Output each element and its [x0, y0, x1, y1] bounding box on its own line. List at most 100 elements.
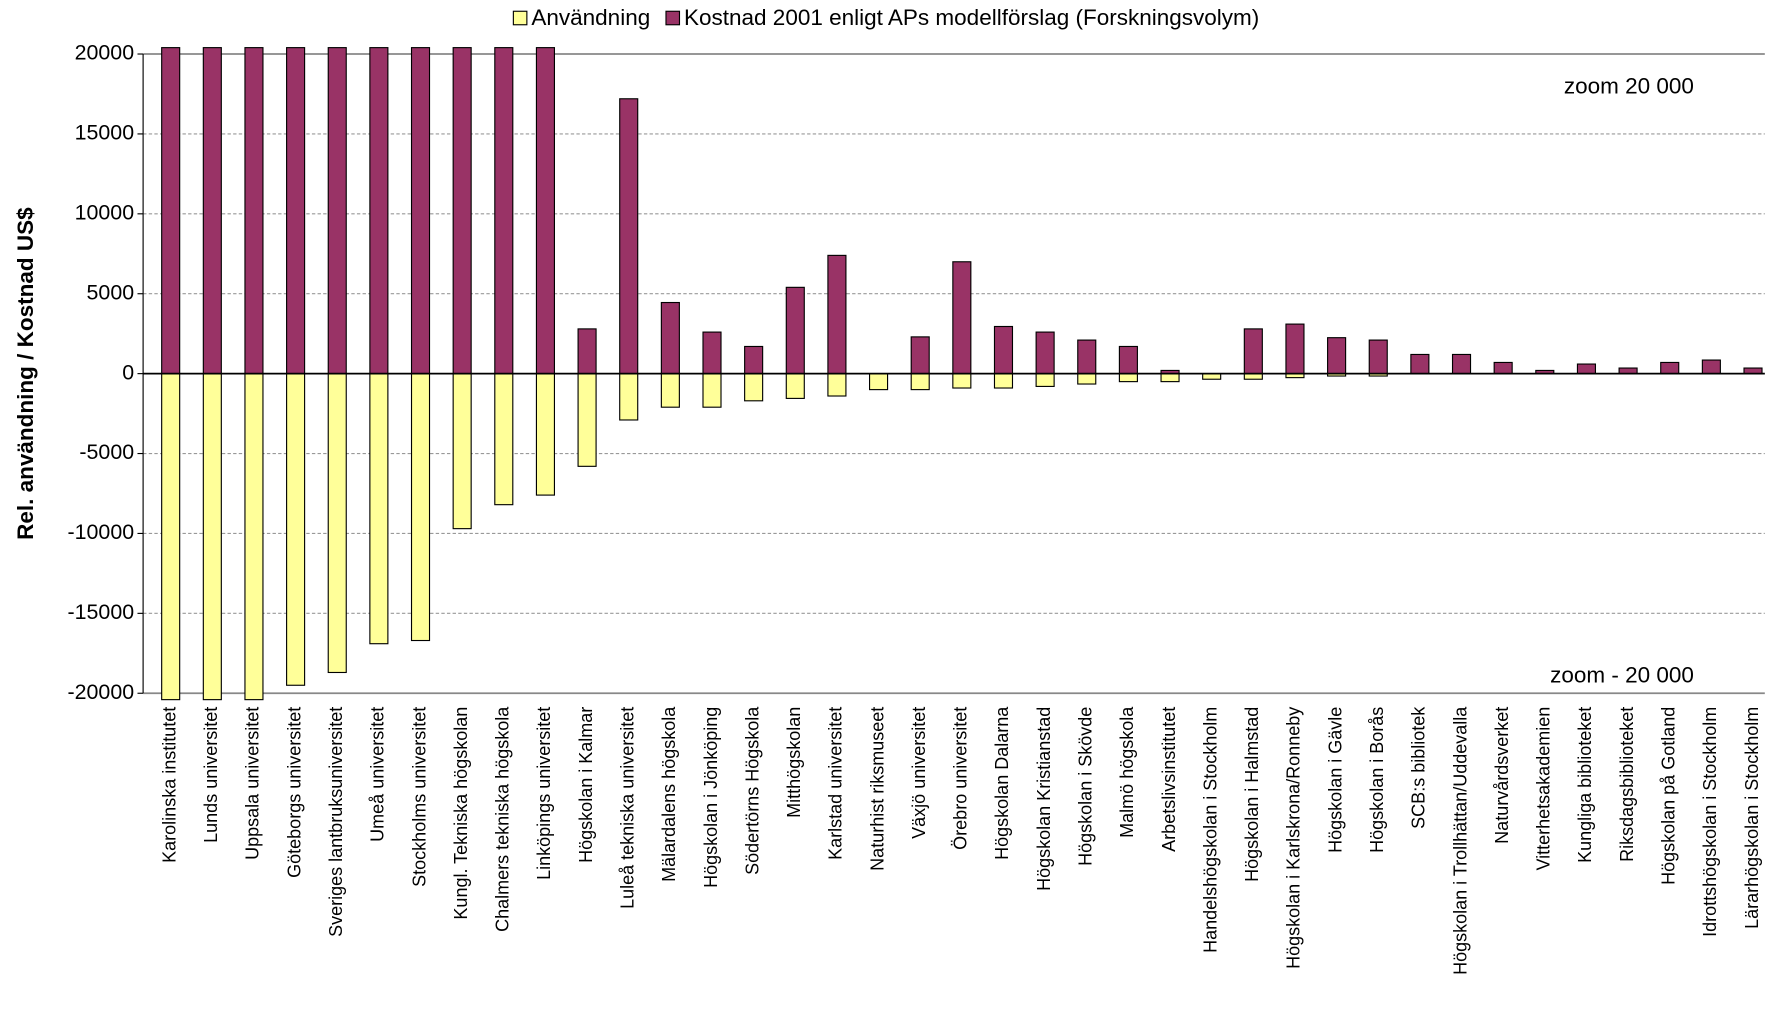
annotation: zoom - 20 000 [1550, 662, 1694, 687]
y-tick-label: -5000 [79, 440, 134, 464]
x-tick-label: Högskolan i Skövde [1076, 707, 1096, 866]
bar [494, 47, 514, 375]
bar [1077, 373, 1097, 385]
bar [1410, 353, 1430, 375]
x-tick-label: Naturvårdsverket [1492, 707, 1512, 844]
x-tick-label: Högskolan Dalarna [992, 706, 1012, 860]
bar [744, 373, 764, 402]
x-tick-label: Mitthögskolan [784, 707, 804, 818]
x-tick-label: Chalmers tekniska högskola [493, 706, 513, 932]
bar [410, 47, 431, 375]
bar [1118, 373, 1138, 383]
bar [244, 47, 264, 375]
x-tick-label: Växjö universitet [909, 707, 929, 839]
x-tick-label: Arbetslivsinstitutet [1159, 707, 1179, 852]
bar [1285, 323, 1305, 375]
y-tick-label: 20000 [75, 41, 135, 65]
bar [660, 301, 680, 375]
x-tick-label: Södertörns Högskola [742, 706, 762, 875]
x-tick-label: Karolinska institutet [159, 707, 179, 863]
x-tick-label: Karlstad universitet [826, 707, 846, 860]
x-tick-label: Högskolan i Gävle [1325, 707, 1345, 853]
bar [1118, 345, 1138, 375]
y-tick-label: 10000 [75, 200, 135, 224]
bar [868, 373, 889, 391]
bar [619, 373, 639, 421]
bar [785, 286, 805, 375]
bar [1660, 361, 1680, 375]
x-tick-label: Högskolan i Halmstad [1242, 707, 1262, 882]
bar [577, 328, 597, 375]
x-tick-label: Kungliga biblioteket [1575, 707, 1595, 863]
bar [1493, 361, 1513, 375]
bar [452, 47, 472, 375]
bar [952, 261, 972, 375]
bar [910, 373, 930, 391]
x-tick-label: Uppsala universitet [243, 707, 263, 860]
bar [1368, 339, 1388, 375]
y-tick-label: -15000 [68, 600, 135, 624]
x-tick-label: Högskolan i Karlskrona/Ronneby [1284, 707, 1304, 969]
legend-label: Kostnad 2001 enligt APs modellförslag (F… [684, 5, 1259, 30]
bar [993, 373, 1014, 389]
x-tick-label: Idrottshögskolan i Stockholm [1700, 707, 1720, 937]
bar [1077, 339, 1097, 375]
bar [327, 373, 347, 674]
bar [1035, 331, 1055, 375]
bar [1035, 373, 1055, 387]
x-tick-label: Riksdagsbiblioteket [1617, 707, 1637, 862]
bar [452, 373, 472, 530]
bar [202, 47, 222, 375]
y-tick-label: 5000 [87, 280, 135, 304]
y-tick-label: 15000 [75, 121, 135, 145]
x-tick-label: Luleå tekniska universitet [617, 707, 637, 909]
x-tick-label: Högskolan i Borås [1367, 707, 1387, 853]
x-tick-label: Stockholms universitet [409, 707, 429, 887]
bar [410, 373, 431, 642]
bar [1327, 337, 1347, 375]
y-tick-label: 0 [122, 360, 134, 384]
x-tick-label: Sveriges lantbruksuniversitet [326, 707, 346, 937]
bar [535, 47, 556, 375]
bar [286, 373, 306, 686]
x-tick-label: Högskolan i Kalmar [576, 707, 596, 863]
annotation: zoom 20 000 [1564, 74, 1694, 99]
x-tick-label: Göteborgs universitet [284, 707, 304, 878]
bar [244, 373, 264, 701]
x-tick-label: Naturhist riksmuseet [867, 707, 887, 871]
x-tick-label: Malmö högskola [1117, 706, 1137, 838]
x-tick-label: Umeå universitet [368, 707, 388, 842]
bar [1160, 373, 1180, 383]
y-tick-label: -10000 [68, 520, 135, 544]
x-tick-label: Högskolan i Trollhättan/Uddevalla [1450, 706, 1470, 975]
x-tick-label: Örebro universitet [951, 707, 971, 850]
bar [1243, 328, 1263, 375]
x-tick-label: Linköpings universitet [534, 707, 554, 880]
bar [1451, 353, 1472, 375]
x-tick-label: Kungl. Tekniska högskolan [451, 707, 471, 920]
x-tick-label: Högskolan på Gotland [1658, 707, 1678, 885]
bar [993, 325, 1014, 375]
bar [702, 373, 722, 408]
bar [535, 373, 556, 496]
bar [161, 373, 181, 701]
legend-swatch [512, 10, 528, 26]
x-tick-label: Högskolan Kristianstad [1034, 707, 1054, 891]
x-tick-label: Lärarhögskolan i Stockholm [1742, 707, 1762, 929]
bar [369, 47, 389, 375]
bar [1701, 359, 1721, 375]
bar [952, 373, 972, 389]
bar [702, 331, 722, 375]
x-tick-label: Lunds universitet [201, 707, 221, 843]
x-tick-label: SCB:s bibliotek [1409, 706, 1429, 829]
bar [202, 373, 222, 701]
bar [744, 345, 764, 375]
bar [785, 373, 805, 399]
bar [161, 47, 181, 375]
x-tick-label: Handelshögskolan i Stockholm [1200, 707, 1220, 953]
x-tick-label: Vitterhetsakademien [1534, 707, 1554, 871]
x-tick-label: Mälardalens högskola [659, 706, 679, 882]
y-axis-label: Rel. användning / Kostnad US$ [13, 207, 38, 540]
bar [286, 47, 306, 375]
y-tick-label: -20000 [68, 680, 135, 704]
